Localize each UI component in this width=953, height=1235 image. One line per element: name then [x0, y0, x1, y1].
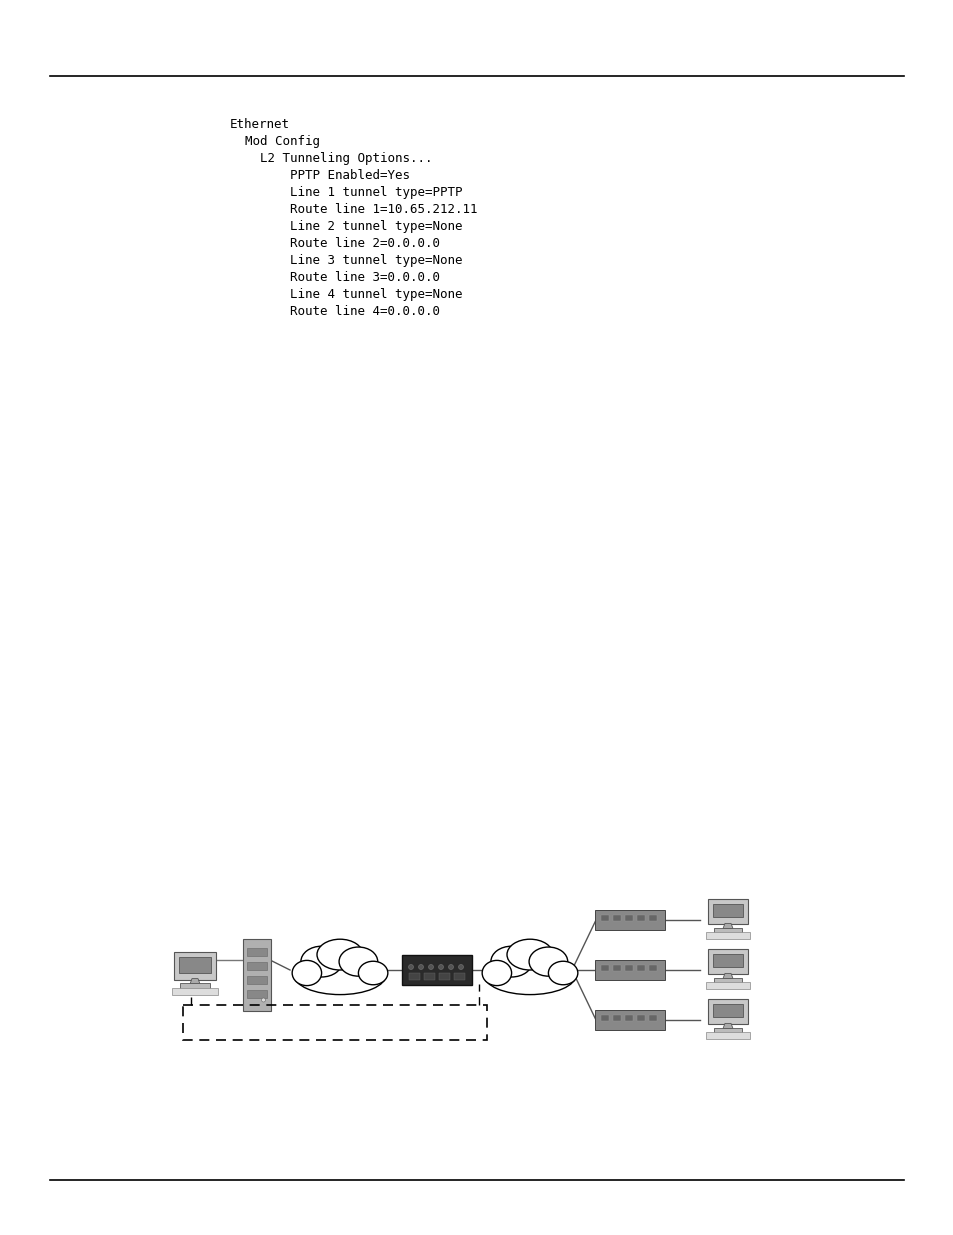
- FancyBboxPatch shape: [438, 973, 450, 981]
- Ellipse shape: [408, 965, 413, 969]
- Ellipse shape: [358, 961, 388, 984]
- FancyBboxPatch shape: [713, 927, 741, 932]
- FancyBboxPatch shape: [595, 910, 664, 930]
- Ellipse shape: [261, 998, 265, 1002]
- FancyBboxPatch shape: [648, 965, 657, 971]
- FancyBboxPatch shape: [423, 973, 435, 981]
- Ellipse shape: [483, 956, 576, 994]
- FancyBboxPatch shape: [243, 939, 271, 1011]
- Bar: [183, 1005, 486, 1040]
- Ellipse shape: [428, 965, 433, 969]
- FancyBboxPatch shape: [637, 915, 644, 921]
- Polygon shape: [722, 924, 732, 929]
- Ellipse shape: [300, 946, 342, 977]
- FancyBboxPatch shape: [648, 915, 657, 921]
- Ellipse shape: [438, 965, 443, 969]
- Ellipse shape: [548, 961, 578, 984]
- Text: Route line 3=0.0.0.0: Route line 3=0.0.0.0: [230, 270, 439, 284]
- FancyBboxPatch shape: [247, 976, 267, 984]
- Polygon shape: [190, 978, 200, 984]
- FancyBboxPatch shape: [637, 965, 644, 971]
- FancyBboxPatch shape: [637, 1015, 644, 1021]
- Ellipse shape: [338, 947, 377, 976]
- Ellipse shape: [506, 939, 553, 969]
- FancyBboxPatch shape: [713, 1028, 741, 1032]
- FancyBboxPatch shape: [712, 953, 742, 967]
- FancyBboxPatch shape: [454, 973, 464, 981]
- FancyBboxPatch shape: [600, 915, 608, 921]
- FancyBboxPatch shape: [595, 1010, 664, 1030]
- FancyBboxPatch shape: [180, 983, 210, 988]
- FancyBboxPatch shape: [624, 1015, 633, 1021]
- FancyBboxPatch shape: [705, 982, 749, 989]
- FancyBboxPatch shape: [613, 915, 620, 921]
- FancyBboxPatch shape: [613, 965, 620, 971]
- FancyBboxPatch shape: [712, 904, 742, 918]
- Ellipse shape: [448, 965, 453, 969]
- Text: L2 Tunneling Options...: L2 Tunneling Options...: [230, 152, 432, 165]
- Text: Route line 4=0.0.0.0: Route line 4=0.0.0.0: [230, 305, 439, 317]
- FancyBboxPatch shape: [648, 1015, 657, 1021]
- FancyBboxPatch shape: [705, 932, 749, 939]
- FancyBboxPatch shape: [172, 988, 218, 995]
- Ellipse shape: [529, 947, 567, 976]
- Text: PPTP Enabled=Yes: PPTP Enabled=Yes: [230, 169, 410, 182]
- Text: Route line 1=10.65.212.11: Route line 1=10.65.212.11: [230, 203, 477, 216]
- Ellipse shape: [294, 956, 386, 994]
- Text: Mod Config: Mod Config: [230, 135, 319, 148]
- FancyBboxPatch shape: [624, 915, 633, 921]
- FancyBboxPatch shape: [595, 960, 664, 981]
- FancyBboxPatch shape: [707, 899, 747, 925]
- Text: Route line 2=0.0.0.0: Route line 2=0.0.0.0: [230, 237, 439, 249]
- FancyBboxPatch shape: [707, 999, 747, 1024]
- FancyBboxPatch shape: [401, 955, 472, 986]
- FancyBboxPatch shape: [613, 1015, 620, 1021]
- FancyBboxPatch shape: [247, 948, 267, 956]
- FancyBboxPatch shape: [707, 948, 747, 974]
- Polygon shape: [722, 973, 732, 978]
- FancyBboxPatch shape: [713, 977, 741, 983]
- Text: Line 2 tunnel type=None: Line 2 tunnel type=None: [230, 220, 462, 233]
- FancyBboxPatch shape: [705, 1032, 749, 1039]
- Text: Ethernet: Ethernet: [230, 119, 290, 131]
- Ellipse shape: [491, 946, 532, 977]
- Ellipse shape: [481, 961, 511, 986]
- Ellipse shape: [418, 965, 423, 969]
- Text: Line 4 tunnel type=None: Line 4 tunnel type=None: [230, 288, 462, 301]
- Text: Line 1 tunnel type=PPTP: Line 1 tunnel type=PPTP: [230, 186, 462, 199]
- FancyBboxPatch shape: [247, 990, 267, 998]
- Ellipse shape: [458, 965, 463, 969]
- FancyBboxPatch shape: [179, 957, 211, 973]
- Ellipse shape: [292, 961, 321, 986]
- FancyBboxPatch shape: [600, 965, 608, 971]
- Polygon shape: [722, 1024, 732, 1029]
- FancyBboxPatch shape: [712, 1004, 742, 1018]
- FancyBboxPatch shape: [247, 962, 267, 969]
- FancyBboxPatch shape: [173, 952, 215, 979]
- Ellipse shape: [316, 939, 363, 969]
- Text: Line 3 tunnel type=None: Line 3 tunnel type=None: [230, 254, 462, 267]
- FancyBboxPatch shape: [624, 965, 633, 971]
- FancyBboxPatch shape: [409, 973, 419, 981]
- FancyBboxPatch shape: [600, 1015, 608, 1021]
